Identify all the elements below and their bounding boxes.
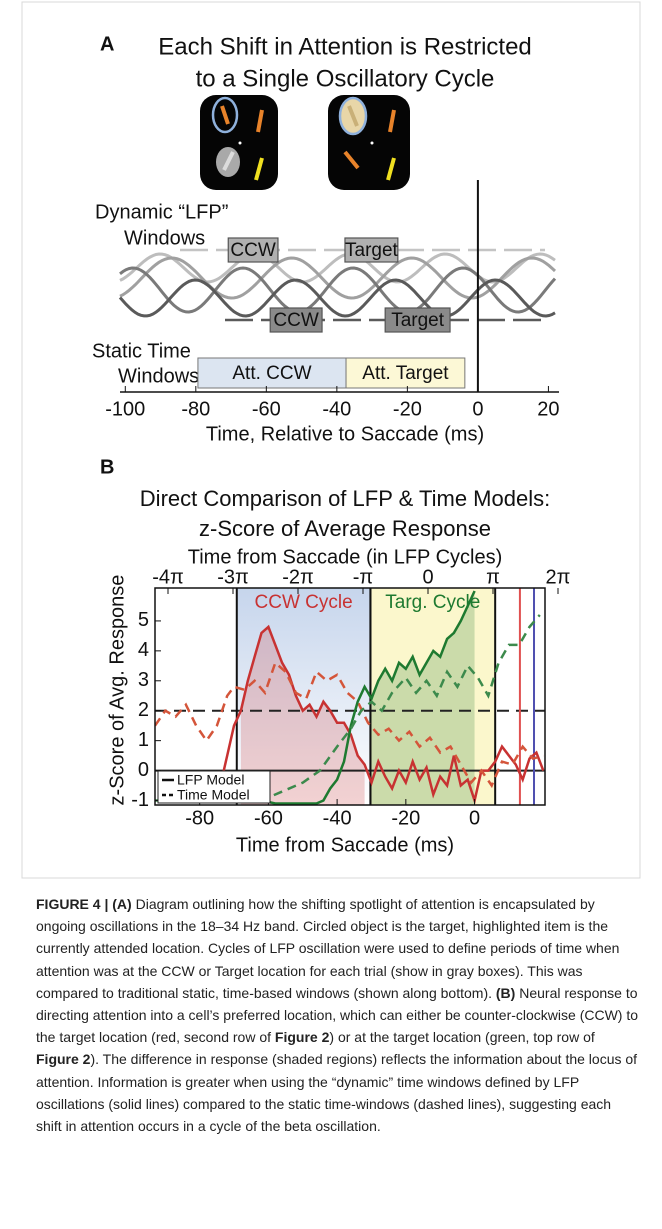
dynamic-window: [384, 307, 451, 333]
window-label: CCW: [273, 310, 318, 331]
x-tick-label: 0: [472, 398, 483, 420]
caption-text: Neural response to directing attention i…: [36, 984, 639, 1046]
caption-text: Figure 2: [36, 1051, 91, 1068]
static-window: [197, 357, 347, 389]
x-axis-label: Time, Relative to Saccade (ms): [206, 423, 484, 445]
figure: A Each Shift in Attention is Restricted …: [21, 1, 641, 879]
y-tick-label: -1: [131, 789, 149, 811]
x2-tick-label: 2π: [546, 566, 571, 588]
x-tick-label: -20: [393, 398, 422, 420]
dynamic-window: [269, 307, 323, 333]
panel-label: B: [100, 456, 114, 478]
plot-frame: [154, 587, 546, 806]
caption-text: ) or at the target location (green, top …: [329, 1029, 595, 1046]
legend-label: Time Model: [177, 787, 250, 803]
chart-title: Direct Comparison of LFP & Time Models:: [140, 486, 550, 511]
cycle-region: [236, 588, 371, 805]
static-window: [345, 357, 466, 389]
plot-area: [155, 588, 545, 805]
lfp-wave: [119, 266, 557, 314]
x-tick-label: -40: [323, 807, 352, 829]
x2-tick-label: -4π: [152, 566, 184, 588]
panel-a: A Each Shift in Attention is Restricted …: [92, 33, 532, 445]
caption-text: FIGURE 4 | (A): [36, 896, 132, 912]
lfp-wave: [118, 278, 556, 318]
x-tick-label: -40: [322, 398, 351, 420]
panel-label: A: [100, 33, 114, 55]
y-axis-label: z-Score of Avg. Response: [106, 575, 128, 806]
x2-axis-label: Time from Saccade (in LFP Cycles): [188, 546, 503, 568]
window-label: CCW: [230, 240, 275, 261]
x2-tick-label: -2π: [282, 566, 314, 588]
window-label: Target: [391, 310, 445, 331]
x-tick-label: 20: [537, 398, 559, 420]
row-label: Static Time: [92, 340, 191, 362]
x-axis-label: Time from Saccade (ms): [236, 834, 454, 856]
dynamic-window: [344, 237, 399, 263]
dynamic-window: [227, 237, 279, 263]
legend-box: [157, 770, 271, 804]
x-tick-label: 0: [469, 807, 480, 829]
series-line: [155, 614, 541, 802]
caption-text: Figure 2: [274, 1029, 330, 1046]
window-label: Att. Target: [362, 363, 449, 384]
legend-label: LFP Model: [177, 772, 244, 788]
x-tick-label: -100: [105, 398, 145, 420]
caption-text: ). The difference in response (shaded re…: [36, 1051, 638, 1135]
chart-title: z-Score of Average Response: [199, 516, 491, 541]
stimulus-display: [328, 95, 410, 190]
figure-caption: FIGURE 4 | (A) Diagram outlining how the…: [36, 893, 640, 1137]
window-label: Target: [345, 240, 399, 261]
row-label: Windows: [124, 227, 205, 249]
stimulus-display: [200, 95, 278, 190]
panel-b: B Direct Comparison of LFP & Time Models…: [100, 456, 550, 856]
x-tick-label: -80: [181, 398, 210, 420]
row-label: Windows: [118, 365, 199, 387]
lfp-wave: [119, 256, 557, 300]
x-tick-label: -20: [391, 807, 420, 829]
x-tick-label: -60: [252, 398, 281, 420]
y-tick-label: 5: [138, 609, 149, 631]
region-label: Targ. Cycle: [385, 592, 480, 613]
panel-title: Each Shift in Attention is Restricted: [158, 33, 532, 60]
x2-tick-label: π: [486, 566, 500, 588]
x2-tick-label: -3π: [217, 566, 249, 588]
figure-frame: [21, 1, 641, 879]
window-label: Att. CCW: [232, 363, 311, 384]
x-tick-label: -80: [185, 807, 214, 829]
difference-area: [371, 590, 475, 805]
row-label: Dynamic “LFP”: [95, 201, 228, 223]
x2-tick-label: 0: [422, 566, 433, 588]
y-tick-label: 4: [138, 639, 149, 661]
x2-tick-label: -π: [353, 566, 373, 588]
y-tick-label: 0: [138, 759, 149, 781]
y-tick-label: 3: [138, 669, 149, 691]
series-line: [215, 624, 545, 805]
region-label: CCW Cycle: [255, 592, 353, 613]
panel-title: to a Single Oscillatory Cycle: [196, 65, 495, 92]
caption-text: Diagram outlining how the shifting spotl…: [36, 896, 620, 1001]
caption-text: (B): [495, 984, 516, 1001]
y-tick-label: 2: [138, 699, 149, 721]
x-tick-label: -60: [254, 807, 283, 829]
y-tick-label: 1: [138, 729, 149, 751]
